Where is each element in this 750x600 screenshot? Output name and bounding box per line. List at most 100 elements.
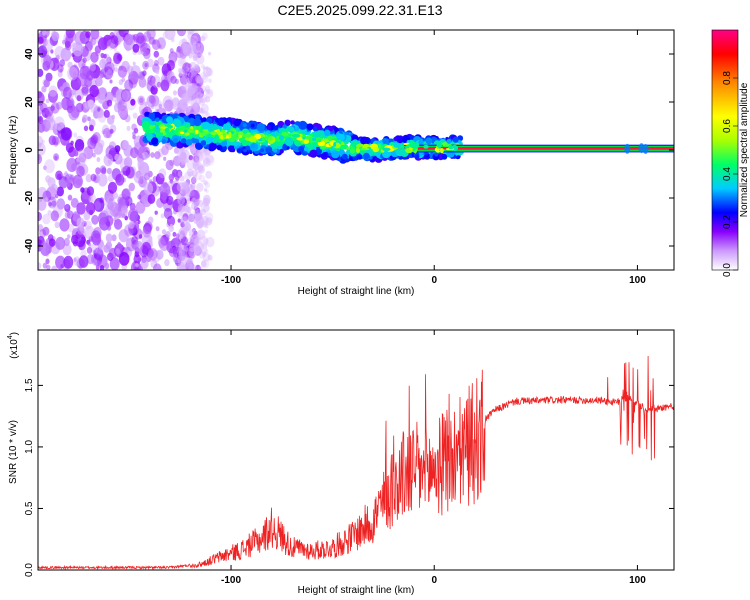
spectrogram-cell [51,265,58,270]
spectrogram-cell [186,86,195,97]
spectrogram-cell [158,237,166,248]
spectrogram-cell [200,85,207,92]
spectrogram-cell [87,99,95,109]
spectrogram-peak [185,132,190,136]
spectrogram-cell [73,257,77,262]
spectrogram-cell [179,58,185,65]
spectrogram-cell [181,263,190,270]
spectrogram-cell [76,165,85,177]
spectrogram-cell [177,99,186,110]
spectrogram-cell [130,166,137,174]
spectrogram-cell [150,137,159,145]
spectrogram-cell [150,152,155,158]
spectrogram-cell [185,66,190,72]
spectrogram-cell [103,194,114,208]
spectrogram-peak [279,135,285,141]
spectrogram-cell [113,52,122,64]
spectrogram-cell [71,42,77,49]
spectrogram-peak [302,136,306,140]
spectrogram-cell [111,234,117,242]
spectrogram-cell [199,174,205,183]
spectrogram-amplitudes [38,30,464,270]
spectrogram-cell [243,148,248,153]
spectrogram-cell [97,173,108,187]
colorbar-tick-label: 0.2 [722,215,733,229]
spectrogram-cell [54,116,65,131]
spectrogram-cell [130,147,139,159]
spectrogram-cell [228,145,236,153]
spectrogram-cell [43,165,47,171]
spectrogram-cell [186,71,192,78]
spectrogram-cell [204,212,214,223]
spectrogram-cell [91,214,99,225]
spectrogram-cell [202,179,207,185]
spectrogram-steady-band [397,147,674,150]
spectrogram-cell [64,211,71,219]
spectrogram-cell [158,168,167,179]
spectrogram-peak [208,128,214,132]
spectrogram-peak [261,137,266,142]
spectrogram-cell [204,188,207,192]
spectrogram-cell [149,179,153,184]
spectrogram-cell [107,174,114,182]
spectrogram-cell [169,247,174,254]
spectrogram-cell [178,72,183,78]
x-tick-label: 100 [629,575,646,586]
spectrogram-cell [89,84,99,98]
spectrogram-cell [182,225,189,234]
spectrogram-cell [121,213,126,218]
spectrogram-cell [66,210,74,219]
spectrogram-cell [54,137,61,146]
spectrogram-cell [284,137,294,147]
spectrogram-cell [78,58,86,69]
spectrogram-cell [38,142,46,156]
spectrogram-cell [40,240,50,253]
spectrogram-cell [178,49,188,60]
spectrogram-cell [236,148,241,153]
spectrogram-cell [320,135,324,139]
spectrogram-cell [177,204,185,213]
spectrogram-cell [369,155,373,160]
spectrogram-cell [187,38,197,49]
spectrogram-cell [188,63,192,69]
spectrogram-cell [179,175,185,182]
spectrogram-cell [266,124,272,130]
spectrogram-cell [245,145,251,151]
spectrogram-cell [81,84,89,94]
spectrogram-cell [42,30,47,36]
spectrogram-cell [166,116,173,124]
spectrogram-cell [182,100,186,106]
spectrogram-cell [193,118,202,127]
spectrogram-cell [118,79,124,86]
spectrogram-cell [64,178,72,187]
spectrogram-cell [206,154,214,164]
spectrogram-cell [200,136,205,141]
spectrogram-cell [61,97,72,111]
spectrogram-cell [183,205,190,213]
spectrogram-cell [180,93,189,103]
spectrogram-cell [72,174,83,189]
spectrogram-cell [80,187,85,193]
spectrogram-cell [81,63,86,68]
spectrogram-cell [48,135,57,146]
x-tick-label: 0 [431,575,437,586]
spectrogram-cell [86,186,95,196]
spectrogram-cell [284,119,291,127]
spectrogram-cell [86,70,94,81]
snr-scale-exponent: 4 [7,335,14,339]
spectrogram-cell [55,255,66,270]
spectrogram-cell [148,216,154,224]
spectrogram-cell [153,59,159,67]
spectrogram-cell [101,167,107,175]
spectrogram-peak [436,142,443,148]
spectrogram-cell [151,75,161,88]
spectrogram-cell [197,221,204,229]
spectrogram-cell [201,258,210,269]
spectrogram-cell [186,30,195,35]
spectrogram-cell [195,31,199,35]
spectrogram-peak [333,142,337,147]
spectrogram-cell [204,223,209,229]
spectrogram-cell [200,108,206,115]
spectrogram-cell [90,173,97,182]
spectrogram-cell [193,94,199,101]
